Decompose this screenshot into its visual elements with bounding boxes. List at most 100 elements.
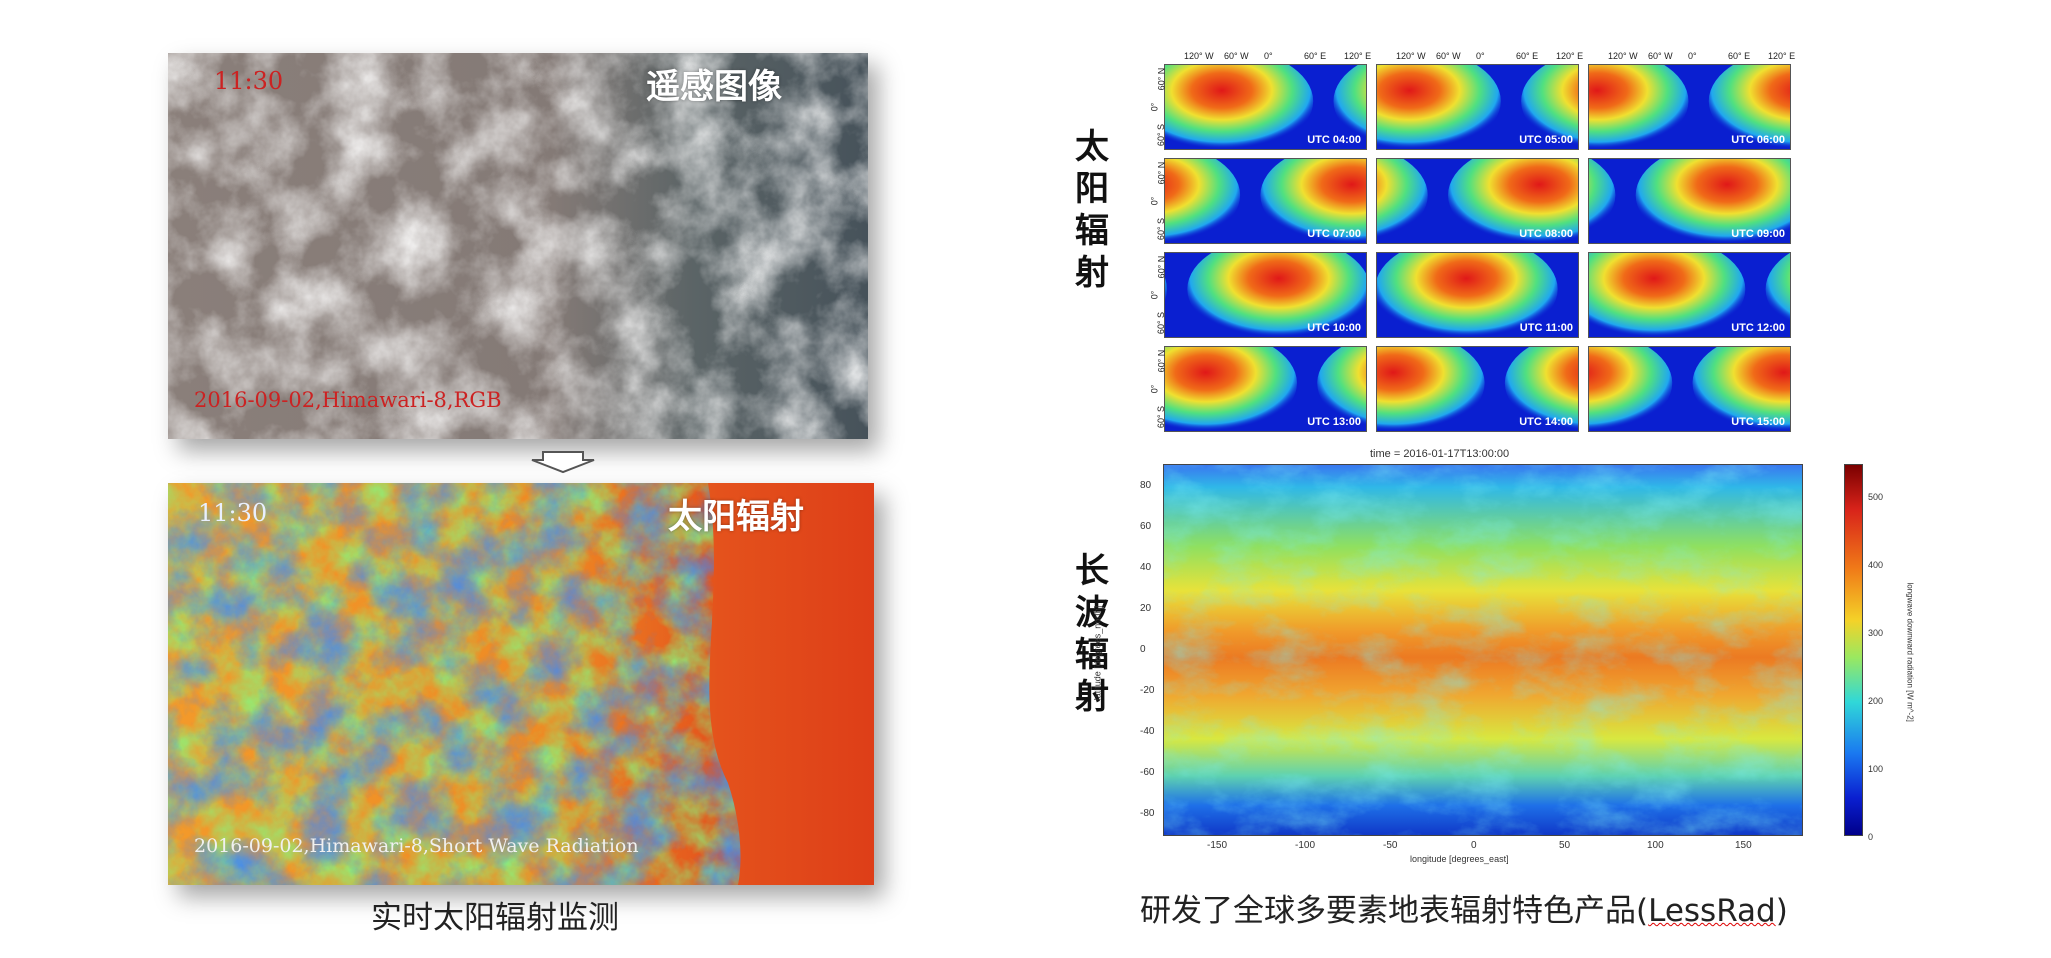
- grid-top-axis-label: 60° E: [1304, 51, 1327, 61]
- solar-map-picture: [1165, 347, 1366, 431]
- grid-top-axis-label: 60° E: [1516, 51, 1539, 61]
- product-name: LessRad: [1648, 893, 1776, 929]
- grid-top-axis-label: 60° W: [1224, 51, 1249, 61]
- solar-map-cell: UTC 14:00: [1376, 346, 1579, 432]
- map-y-tick: -60: [1140, 767, 1155, 778]
- grid-top-axis-label: 120° E: [1556, 51, 1584, 61]
- grid-top-axis-label: 120° E: [1344, 51, 1372, 61]
- grid-top-axis-label: 0°: [1264, 51, 1273, 61]
- map-x-tick: 100: [1647, 840, 1664, 851]
- shortwave-color-picture: [168, 483, 874, 885]
- grid-side-axis-label: 60° N: [1156, 67, 1167, 91]
- solar-map-time-label: UTC 14:00: [1519, 416, 1573, 428]
- rgb-cloud-picture: [168, 53, 868, 439]
- down-arrow-icon: [531, 451, 595, 474]
- map-y-tick: -80: [1140, 808, 1155, 819]
- right-caption-prefix: 研发了全球多要素地表辐射特色产品(: [1140, 893, 1649, 929]
- solar-map-picture: [1377, 159, 1578, 243]
- solar-map-cell: UTC 11:00: [1376, 252, 1579, 338]
- longwave-map-figure: time = 2016-01-17T13:00:00: [1092, 448, 1940, 868]
- solar-map-cell: UTC 08:00: [1376, 158, 1579, 244]
- solar-map-picture: [1165, 65, 1366, 149]
- colorbar-tick: 0: [1868, 832, 1874, 842]
- rgb-heading: 遥感图像: [646, 67, 782, 107]
- grid-side-axis-label: 60° S: [1156, 123, 1167, 147]
- right-caption: 研发了全球多要素地表辐射特色产品(LessRad): [1140, 885, 1788, 930]
- solar-map-time-label: UTC 05:00: [1519, 134, 1573, 146]
- map-x-tick: 0: [1471, 840, 1477, 851]
- solar-map-time-label: UTC 15:00: [1731, 416, 1785, 428]
- grid-top-axis-label: 120° W: [1608, 51, 1638, 61]
- left-caption: 实时太阳辐射监测: [371, 900, 619, 936]
- solar-map-picture: [1589, 65, 1790, 149]
- grid-top-axis-label: 60° W: [1648, 51, 1673, 61]
- grid-side-axis-label: 60° N: [1156, 349, 1167, 373]
- solar-map-picture: [1165, 159, 1366, 243]
- grid-side-axis-label: 0°: [1149, 290, 1160, 300]
- solar-map-time-label: UTC 04:00: [1307, 134, 1361, 146]
- solar-map-time-label: UTC 11:00: [1519, 322, 1573, 334]
- map-x-tick: 150: [1735, 840, 1752, 851]
- solar-map-cell: UTC 05:00: [1376, 64, 1579, 150]
- colorbar: [1844, 464, 1863, 836]
- grid-side-axis-label: 60° S: [1156, 311, 1167, 335]
- grid-side-axis-label: 60° S: [1156, 405, 1167, 429]
- colorbar-label: longwave downward radiation [W m^-2]: [1905, 582, 1915, 722]
- map-y-tick: -40: [1140, 726, 1155, 737]
- map-xlabel: longitude [degrees_east]: [1410, 854, 1509, 864]
- solar-map-picture: [1165, 253, 1366, 337]
- grid-top-axis-label: 60° W: [1436, 51, 1461, 61]
- shortwave-time: 11:30: [198, 499, 268, 527]
- solar-map-time-label: UTC 12:00: [1731, 322, 1785, 334]
- shortwave-source: 2016-09-02,Himawari-8,Short Wave Radiati…: [194, 835, 639, 857]
- map-title: time = 2016-01-17T13:00:00: [1370, 448, 1510, 460]
- solar-map-picture: [1589, 253, 1790, 337]
- solar-map-cell: UTC 10:00: [1164, 252, 1367, 338]
- rgb-source: 2016-09-02,Himawari-8,RGB: [194, 388, 502, 412]
- solar-map-picture: [1377, 347, 1578, 431]
- grid-top-axis-label: 120° W: [1396, 51, 1426, 61]
- grid-side-axis-label: 0°: [1149, 384, 1160, 394]
- solar-map-cell: UTC 12:00: [1588, 252, 1791, 338]
- grid-side-axis-label: 0°: [1149, 102, 1160, 112]
- shortwave-heading: 太阳辐射: [668, 497, 804, 537]
- colorbar-tick: 200: [1868, 696, 1884, 706]
- rgb-satellite-image: 11:30 遥感图像 2016-09-02,Himawari-8,RGB: [168, 53, 868, 439]
- solar-map-picture: [1377, 65, 1578, 149]
- grid-side-axis-label: 60° S: [1156, 217, 1167, 241]
- map-x-tick: 50: [1559, 840, 1571, 851]
- solar-radiation-label: 太阳辐射: [1075, 127, 1109, 293]
- solar-map-time-label: UTC 09:00: [1731, 228, 1785, 240]
- grid-top-axis-label: 0°: [1688, 51, 1697, 61]
- solar-map-picture: [1589, 347, 1790, 431]
- solar-map-cell: UTC 04:00: [1164, 64, 1367, 150]
- grid-side-axis-label: 60° N: [1156, 255, 1167, 279]
- colorbar-tick: 400: [1868, 560, 1884, 570]
- longwave-map: [1163, 464, 1803, 836]
- map-y-tick: -20: [1140, 685, 1155, 696]
- solar-map-time-label: UTC 10:00: [1307, 322, 1361, 334]
- map-y-tick: 60: [1140, 521, 1152, 532]
- solar-map-picture: [1589, 159, 1790, 243]
- solar-map-time-label: UTC 06:00: [1731, 134, 1785, 146]
- map-y-tick: 20: [1140, 603, 1152, 614]
- solar-map-time-label: UTC 08:00: [1519, 228, 1573, 240]
- rgb-time: 11:30: [214, 67, 284, 95]
- right-caption-suffix: ): [1775, 893, 1788, 929]
- map-y-tick: 0: [1140, 644, 1146, 655]
- solar-map-time-label: UTC 07:00: [1307, 228, 1361, 240]
- map-y-tick: 40: [1140, 562, 1152, 573]
- map-x-tick: -150: [1207, 840, 1228, 851]
- colorbar-tick: 500: [1868, 492, 1884, 502]
- map-x-tick: -50: [1383, 840, 1398, 851]
- grid-side-axis-label: 60° N: [1156, 161, 1167, 185]
- map-ylabel: latitude [degrees_north]: [1092, 605, 1103, 701]
- solar-map-cell: UTC 09:00: [1588, 158, 1791, 244]
- solar-map-picture: [1377, 253, 1578, 337]
- solar-map-cell: UTC 13:00: [1164, 346, 1367, 432]
- solar-map-time-label: UTC 13:00: [1307, 416, 1361, 428]
- solar-map-cell: UTC 06:00: [1588, 64, 1791, 150]
- shortwave-radiation-image: 11:30 太阳辐射 2016-09-02,Himawari-8,Short W…: [168, 483, 874, 885]
- map-x-tick: -100: [1295, 840, 1316, 851]
- colorbar-tick: 100: [1868, 764, 1884, 774]
